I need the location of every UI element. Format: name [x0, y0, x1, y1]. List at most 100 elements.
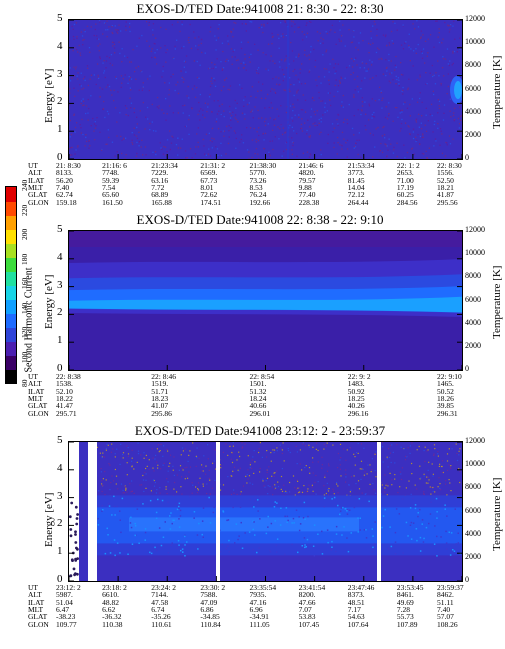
noise-pixel [281, 449, 283, 451]
noise-pixel [151, 448, 153, 450]
noise-pixel [231, 56, 233, 58]
orbit-cell: 22: 1: 2 [396, 161, 420, 170]
noise-pixel [106, 110, 109, 113]
noise-pixel [381, 484, 383, 486]
noise-pixel [105, 447, 107, 450]
noise-pixel [337, 113, 339, 116]
noise-pixel [442, 119, 445, 121]
scatter-dot [74, 533, 77, 536]
y-tick-label: 4 [57, 461, 63, 474]
noise-pixel [422, 48, 425, 50]
noise-pixel [174, 481, 176, 484]
orbit-cell: 295.86 [151, 408, 172, 418]
y-tick-label: 3 [57, 489, 63, 502]
band-pixel [173, 519, 175, 522]
noise-pixel [184, 104, 186, 106]
noise-pixel [75, 22, 78, 24]
band-pixel [342, 506, 344, 509]
noise-pixel [402, 89, 404, 92]
noise-pixel [294, 487, 296, 489]
noise-pixel [111, 141, 114, 143]
noise-pixel [346, 139, 349, 141]
noise-pixel [378, 99, 380, 101]
noise-pixel [149, 129, 151, 131]
noise-pixel [69, 154, 72, 156]
noise-pixel [392, 152, 395, 154]
noise-pixel [129, 76, 131, 79]
band-pixel [221, 543, 223, 546]
noise-pixel [324, 474, 326, 476]
noise-pixel [161, 109, 163, 111]
noise-pixel [450, 80, 452, 82]
noise-pixel [69, 67, 71, 69]
band-pixel [435, 497, 438, 500]
noise-pixel [138, 141, 140, 143]
noise-pixel [258, 127, 260, 129]
noise-pixel [99, 57, 101, 60]
noise-pixel [113, 89, 115, 91]
noise-pixel [116, 121, 118, 123]
band-pixel [227, 519, 230, 521]
noise-pixel [227, 454, 229, 456]
noise-pixel [234, 132, 237, 134]
noise-pixel [338, 38, 340, 40]
noise-pixel [122, 489, 124, 492]
blob-core [454, 81, 462, 99]
noise-pixel [302, 442, 304, 444]
noise-pixel [82, 44, 84, 46]
noise-pixel [404, 157, 406, 159]
band-pixel [357, 531, 359, 533]
noise-pixel [285, 141, 288, 143]
noise-pixel [445, 141, 447, 144]
noise-pixel [340, 77, 343, 79]
band-pixel [287, 519, 289, 522]
orbit-cell: 65.60 [102, 190, 119, 200]
noise-pixel [437, 451, 439, 453]
orbit-cell: -34.91 [249, 612, 269, 622]
noise-pixel [168, 465, 170, 467]
noise-pixel [95, 23, 97, 25]
noise-pixel [407, 125, 409, 127]
band-pixel [213, 506, 215, 509]
band-pixel [440, 536, 442, 538]
band-core [129, 517, 359, 532]
noise-pixel [370, 471, 372, 473]
noise-pixel [223, 110, 225, 112]
y-tick-label: 2 [57, 517, 63, 530]
noise-pixel [365, 113, 367, 115]
noise-pixel [99, 43, 101, 45]
band-pixel [368, 500, 370, 503]
noise-pixel [315, 493, 317, 495]
noise-pixel [182, 105, 184, 107]
noise-pixel [228, 136, 230, 138]
noise-pixel [394, 478, 396, 480]
noise-pixel [382, 461, 384, 463]
band-pixel [347, 550, 350, 553]
noise-pixel [125, 25, 127, 27]
band-pixel [323, 506, 325, 508]
noise-pixel [353, 115, 355, 117]
noise-pixel [319, 32, 321, 34]
colorbar-tick-label: 240 [20, 179, 29, 191]
band-pixel [335, 533, 338, 535]
noise-pixel [308, 54, 310, 56]
noise-pixel [276, 83, 278, 85]
noise-pixel [293, 31, 296, 33]
noise-pixel [308, 20, 311, 23]
noise-pixel [257, 153, 259, 155]
noise-pixel [215, 468, 217, 470]
noise-pixel [341, 101, 343, 103]
noise-pixel [375, 476, 377, 478]
band-pixel [116, 505, 118, 508]
noise-pixel [188, 97, 190, 99]
orbit-cell: 6569. [200, 168, 218, 178]
noise-pixel [88, 47, 91, 49]
noise-pixel [357, 49, 359, 51]
y-tick-label: 0 [57, 151, 63, 163]
noise-pixel [125, 154, 127, 156]
noise-pixel [452, 138, 454, 140]
noise-pixel [337, 467, 339, 469]
y2-tick-label: 6000 [465, 83, 481, 93]
noise-pixel [209, 67, 211, 69]
noise-pixel [417, 26, 420, 28]
